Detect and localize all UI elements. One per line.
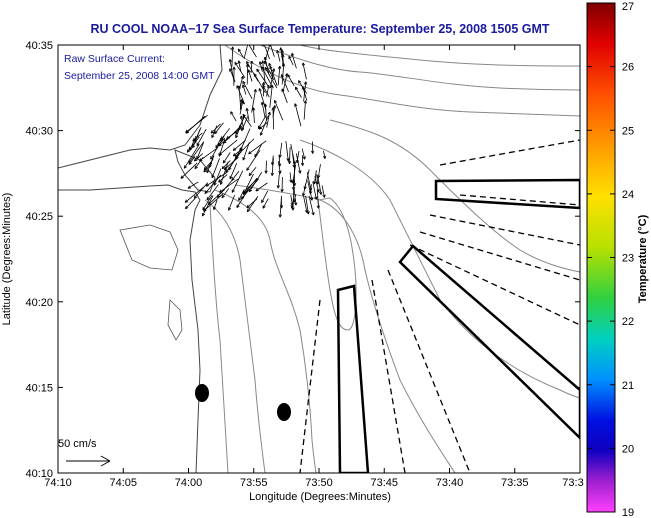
colorbar-tick-label: 24 xyxy=(622,189,634,201)
y-tick-label: 40:35 xyxy=(25,40,53,52)
y-axis: 40:35 40:30 40:25 40:20 40:15 40:10 xyxy=(25,40,580,480)
station-marker xyxy=(277,403,291,421)
colorbar-tick-label: 27 xyxy=(622,1,634,13)
colorbar-tick-label: 26 xyxy=(622,62,634,74)
colorbar-tick-label: 22 xyxy=(622,316,634,328)
y-tick-label: 40:10 xyxy=(25,468,53,480)
y-tick-label: 40:30 xyxy=(25,126,53,138)
x-tick-label: 74:05 xyxy=(109,477,137,489)
dashed-transects xyxy=(299,139,580,473)
colorbar-tick-label: 23 xyxy=(622,253,634,265)
colorbar-label: Temperature (°C) xyxy=(637,214,649,303)
x-tick-label: 73:55 xyxy=(240,477,268,489)
current-label-line1: Raw Surface Current: xyxy=(64,53,165,65)
x-axis-label: Longitude (Degrees:Minutes) xyxy=(249,491,391,503)
colorbar-tick-label: 19 xyxy=(622,507,634,518)
current-vectors xyxy=(180,45,327,218)
y-tick-label: 40:25 xyxy=(25,211,53,223)
colorbar-tick-label: 25 xyxy=(622,125,634,137)
x-tick-label: 73:40 xyxy=(436,477,464,489)
nj-coastline xyxy=(58,184,201,473)
map-area: Raw Surface Current: September 25, 2008 … xyxy=(58,45,580,473)
figure-title: RU COOL NOAA−17 Sea Surface Temperature:… xyxy=(90,22,549,36)
station-marker xyxy=(195,384,209,402)
x-tick-label: 74:00 xyxy=(175,477,203,489)
x-tick-label: 73:50 xyxy=(305,477,333,489)
x-axis: 74:10 74:05 74:00 73:55 73:50 73:45 73:40 73:35… xyxy=(44,45,584,489)
colorbar-ticks: 27 26 25 24 23 22 21 20 19 xyxy=(587,1,634,518)
x-tick-label: 73:3 xyxy=(562,477,583,489)
scale-label: 50 cm/s xyxy=(58,438,97,450)
y-tick-label: 40:15 xyxy=(25,382,53,394)
x-tick-label: 74:10 xyxy=(44,477,72,489)
current-label-line2: September 25, 2008 14:00 GMT xyxy=(64,70,215,82)
y-tick-label: 40:20 xyxy=(25,297,53,309)
upper-land xyxy=(58,45,223,169)
y-axis-label: Latitude (Degrees:Minutes) xyxy=(1,193,13,326)
x-tick-label: 73:35 xyxy=(501,477,529,489)
colorbar-tick-label: 21 xyxy=(622,380,634,392)
x-tick-label: 73:45 xyxy=(370,477,398,489)
colorbar-tick-label: 20 xyxy=(622,443,634,455)
track-polygons xyxy=(336,178,580,473)
scale-arrow xyxy=(66,455,111,467)
